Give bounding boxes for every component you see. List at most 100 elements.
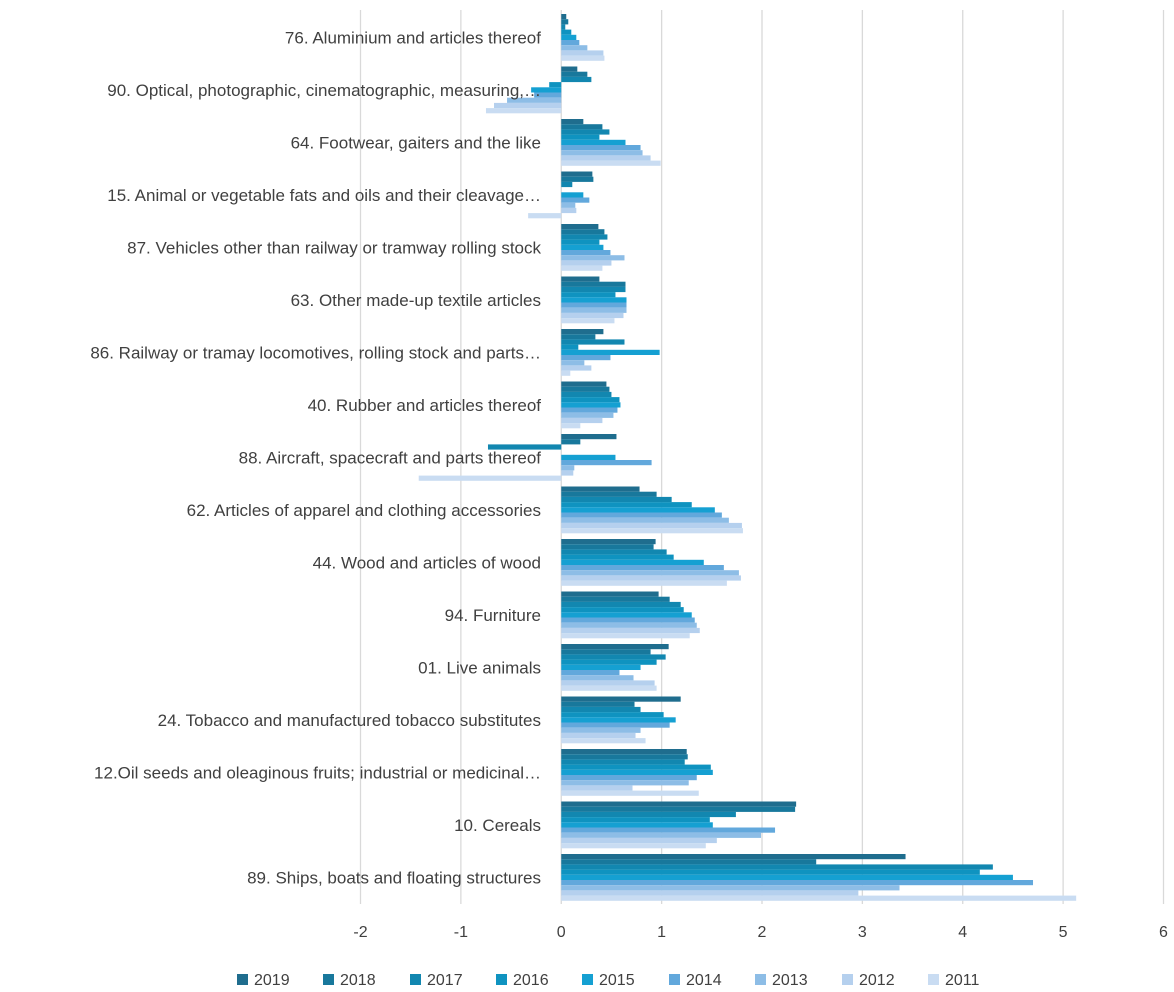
bar	[561, 680, 655, 686]
bar	[561, 34, 577, 40]
bar	[561, 570, 739, 576]
bar	[561, 822, 713, 828]
bar	[561, 486, 640, 492]
bar	[561, 365, 592, 371]
bar	[561, 627, 700, 634]
bar	[561, 255, 625, 261]
x-tick-label: 6	[1159, 924, 1168, 941]
bar	[561, 827, 776, 833]
bar	[561, 811, 736, 818]
bar	[561, 685, 657, 691]
legend-label: 2018	[340, 972, 376, 989]
bar	[561, 722, 670, 728]
legend-label: 2017	[427, 972, 463, 989]
legend-swatch	[237, 974, 248, 985]
bar	[561, 207, 577, 214]
bar	[561, 344, 579, 350]
bar	[561, 837, 717, 844]
bar	[561, 292, 616, 298]
bar	[561, 297, 627, 303]
category-label: 40. Rubber and articles thereof	[308, 396, 542, 415]
x-tick-label: 4	[958, 924, 967, 941]
category-label: 88. Aircraft, spacecraft and parts there…	[239, 448, 542, 467]
bar	[561, 370, 571, 376]
bar	[561, 276, 600, 282]
bar	[561, 145, 641, 151]
bar	[561, 19, 569, 25]
bar	[561, 749, 687, 755]
bar	[561, 386, 610, 392]
bar	[561, 307, 627, 313]
x-tick-label: 2	[758, 924, 767, 941]
legend-swatch	[410, 974, 421, 985]
bar	[561, 250, 611, 256]
bar	[561, 775, 697, 781]
bar	[561, 502, 692, 508]
bar	[561, 654, 666, 660]
bar	[561, 644, 669, 650]
bar	[561, 14, 567, 20]
bar	[561, 649, 651, 655]
legend-label: 2015	[599, 972, 635, 989]
x-tick-label: 0	[557, 924, 566, 941]
legend: 2019 2018 2017 2016 2015 2014 2013 2012 2011	[237, 972, 980, 989]
bar	[561, 454, 616, 460]
legend-label: 2016	[513, 972, 549, 989]
category-label: 62. Articles of apparel and clothing acc…	[187, 501, 541, 520]
bar	[561, 622, 697, 628]
bar	[561, 192, 584, 198]
bars	[418, 14, 1077, 901]
bar	[561, 334, 596, 340]
bar	[561, 843, 706, 849]
bar	[561, 302, 627, 308]
bar	[561, 712, 664, 718]
bar	[561, 832, 761, 838]
bar	[561, 854, 906, 860]
bar	[561, 124, 603, 130]
bar	[561, 465, 575, 471]
bar	[561, 591, 659, 597]
bar	[561, 817, 710, 823]
bar	[561, 759, 685, 765]
category-label: 64. Footwear, gaiters and the like	[291, 133, 541, 152]
category-label: 15. Animal or vegetable fats and oils an…	[107, 186, 541, 205]
bar	[561, 150, 643, 156]
bar	[561, 265, 603, 271]
bar	[561, 491, 657, 497]
bar	[561, 402, 621, 408]
bar	[561, 24, 566, 30]
bar	[561, 580, 727, 586]
bar	[561, 239, 600, 245]
bar	[561, 539, 656, 545]
bar	[561, 517, 729, 523]
bar	[561, 160, 661, 166]
bar	[561, 549, 667, 555]
legend-swatch	[323, 974, 334, 985]
bar	[561, 507, 715, 513]
bar	[528, 213, 562, 219]
bar	[561, 670, 620, 676]
bar	[549, 82, 562, 88]
bar	[534, 92, 562, 98]
bar	[561, 40, 580, 46]
legend-swatch	[669, 974, 680, 985]
legend-swatch	[842, 974, 853, 985]
bar	[561, 659, 657, 665]
bar	[561, 417, 603, 424]
bar	[561, 45, 588, 51]
bar	[561, 874, 1013, 880]
bar	[561, 76, 592, 83]
bar	[561, 738, 646, 744]
bar	[561, 754, 688, 760]
bar	[561, 318, 615, 324]
bar	[561, 139, 626, 145]
bar	[561, 806, 796, 812]
category-label: 90. Optical, photographic, cinematograph…	[107, 81, 541, 100]
x-tick-label: -1	[454, 924, 468, 941]
bar	[561, 528, 743, 534]
bar	[561, 439, 581, 445]
bar	[561, 407, 618, 413]
bar	[561, 554, 674, 560]
category-label: 10. Cereals	[454, 816, 541, 835]
